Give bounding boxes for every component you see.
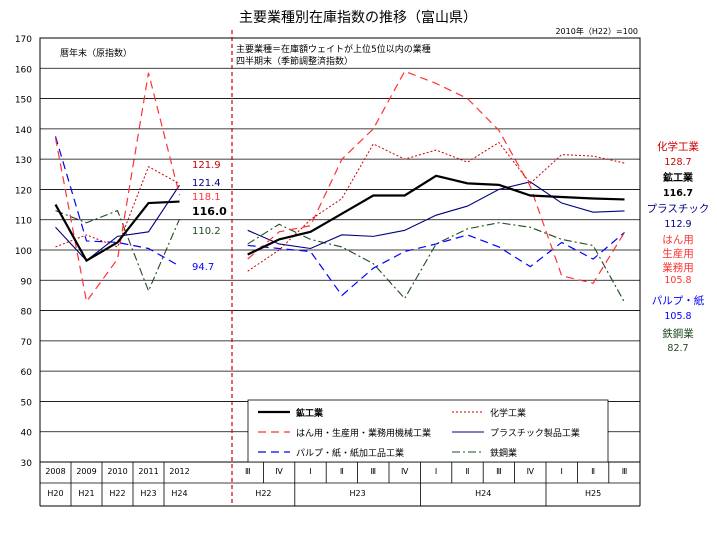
- y-tick-label: 110: [15, 217, 32, 227]
- quarter-label: Ⅰ: [435, 467, 437, 476]
- series-line-annual-steel: [55, 209, 181, 293]
- quarter-label: Ⅰ: [309, 467, 311, 476]
- category-axis: 2008 H20 2009 H21 2010 H22 2011 H23 2012 H24 Ⅲ Ⅳ Ⅰ Ⅱ Ⅲ…: [39, 462, 641, 507]
- y-tick-label: 140: [15, 126, 32, 136]
- quarter-label: Ⅲ: [496, 467, 502, 476]
- annual-end-label: 118.1: [192, 192, 221, 203]
- end-label-value: 82.7: [667, 343, 688, 354]
- era-label: H23: [140, 489, 156, 498]
- legend-box: [247, 399, 609, 463]
- quarter-label: Ⅲ: [371, 467, 377, 476]
- end-label-value: 105.8: [664, 311, 691, 322]
- series-line-quarterly-plastic: [247, 181, 625, 250]
- legend-label-chemical: 化学工業: [490, 407, 526, 419]
- quarter-label: Ⅲ: [245, 467, 251, 476]
- year-group-label: H22: [255, 489, 271, 498]
- end-label-name: 鉄鋼業: [662, 327, 694, 340]
- quarter-label: Ⅱ: [591, 467, 595, 476]
- y-tick-label: 40: [21, 429, 33, 439]
- series-line-annual-chemical: [55, 166, 180, 248]
- y-tick-label: 130: [15, 156, 32, 166]
- y-tick-label: 150: [15, 96, 32, 106]
- y-tick-label: 30: [21, 459, 33, 469]
- series-line-quarterly-pulp: [247, 231, 625, 297]
- annual-end-label: 110.2: [192, 226, 221, 237]
- year-group-label: H23: [349, 489, 365, 498]
- annual-end-label: 121.9: [192, 160, 221, 171]
- y-tick-label: 100: [15, 247, 32, 257]
- annual-end-label: 94.7: [192, 262, 214, 273]
- quarterly-end-label-steel: 鉄鋼業 82.7: [662, 327, 694, 354]
- quarter-label: Ⅳ: [527, 467, 535, 476]
- series-line-quarterly-mining: [247, 174, 625, 256]
- end-label-name: 業務用: [662, 261, 694, 274]
- year-group-label: H25: [585, 489, 601, 498]
- right-panel-caption: 主要業種＝在庫額ウェイトが上位5位以内の業種: [236, 43, 431, 55]
- series-line-annual-pulp: [54, 136, 180, 267]
- quarter-label: Ⅲ: [622, 467, 628, 476]
- legend-label-pulp: パルプ・紙・紙加工品工業: [296, 447, 404, 459]
- quarter-label: Ⅱ: [340, 467, 344, 476]
- x-tick-label: 2011: [138, 467, 158, 476]
- quarterly-end-label-plastic: プラスチック 112.9: [647, 203, 710, 230]
- series-line-quarterly-steel: [247, 222, 625, 303]
- y-tick-label: 80: [21, 308, 33, 318]
- series-lines: [54, 70, 626, 303]
- end-label-value: 116.7: [663, 188, 693, 199]
- quarterly-end-label-pulp: パルプ・紙 105.8: [652, 294, 705, 322]
- series-line-annual-machinery: [54, 72, 181, 303]
- y-tick-label: 70: [21, 338, 33, 348]
- era-label: H21: [78, 489, 94, 498]
- quarter-label: Ⅳ: [401, 467, 409, 476]
- x-tick-label: 2012: [169, 467, 189, 476]
- era-label: H20: [47, 489, 63, 498]
- y-tick-label: 160: [15, 65, 32, 75]
- x-tick-label: 2009: [76, 467, 96, 476]
- y-tick-label: 50: [21, 398, 33, 408]
- left-panel-caption: 暦年末（原指数）: [60, 47, 132, 59]
- y-tick-label: 60: [21, 368, 33, 378]
- x-tick-label: 2010: [107, 467, 127, 476]
- right-panel-caption: 四半期末（季節調整済指数）: [236, 55, 353, 67]
- legend-label-mining: 鉱工業: [296, 407, 324, 419]
- y-tick-label: 120: [15, 186, 32, 196]
- end-label-name: 化学工業: [657, 140, 699, 153]
- series-line-annual-plastic: [55, 184, 180, 262]
- end-label-name: プラスチック: [647, 203, 710, 215]
- quarterly-end-label-chemical: 化学工業 128.7: [657, 140, 699, 168]
- quarter-label: Ⅳ: [275, 467, 283, 476]
- quarter-label: Ⅱ: [466, 467, 470, 476]
- legend-label-steel: 鉄鋼業: [490, 447, 517, 459]
- end-label-name: はん用: [662, 234, 694, 246]
- y-tick-label: 90: [21, 277, 33, 287]
- series-line-annual-mining: [54, 200, 180, 263]
- legend-label-machinery: はん用・生産用・業務用機械工業: [296, 427, 431, 439]
- end-label-name: 鉱工業: [663, 171, 694, 184]
- legend-label-plastic: プラスチック製品工業: [490, 427, 580, 439]
- x-tick-label: 2008: [45, 467, 65, 476]
- quarter-label: Ⅰ: [561, 467, 563, 476]
- year-group-label: H24: [475, 489, 491, 498]
- end-label-name: 生産用: [662, 247, 694, 260]
- end-label-value: 105.8: [664, 275, 691, 286]
- quarterly-end-label-mining: 鉱工業 116.7: [663, 171, 694, 199]
- end-label-value: 112.9: [664, 219, 691, 230]
- era-label: H22: [109, 489, 125, 498]
- end-label-value: 128.7: [664, 157, 691, 168]
- era-label: H24: [171, 489, 187, 498]
- base-note: 2010年（H22）=100: [555, 26, 638, 36]
- annual-end-label: 116.0: [192, 205, 227, 218]
- series-line-quarterly-machinery: [247, 70, 626, 284]
- end-label-name: パルプ・紙: [652, 294, 705, 307]
- series-line-quarterly-chemical: [247, 141, 625, 272]
- annual-end-label: 121.4: [192, 178, 221, 189]
- y-tick-label: 170: [15, 35, 32, 45]
- chart-title: 主要業種別在庫指数の推移（富山県）: [239, 9, 477, 26]
